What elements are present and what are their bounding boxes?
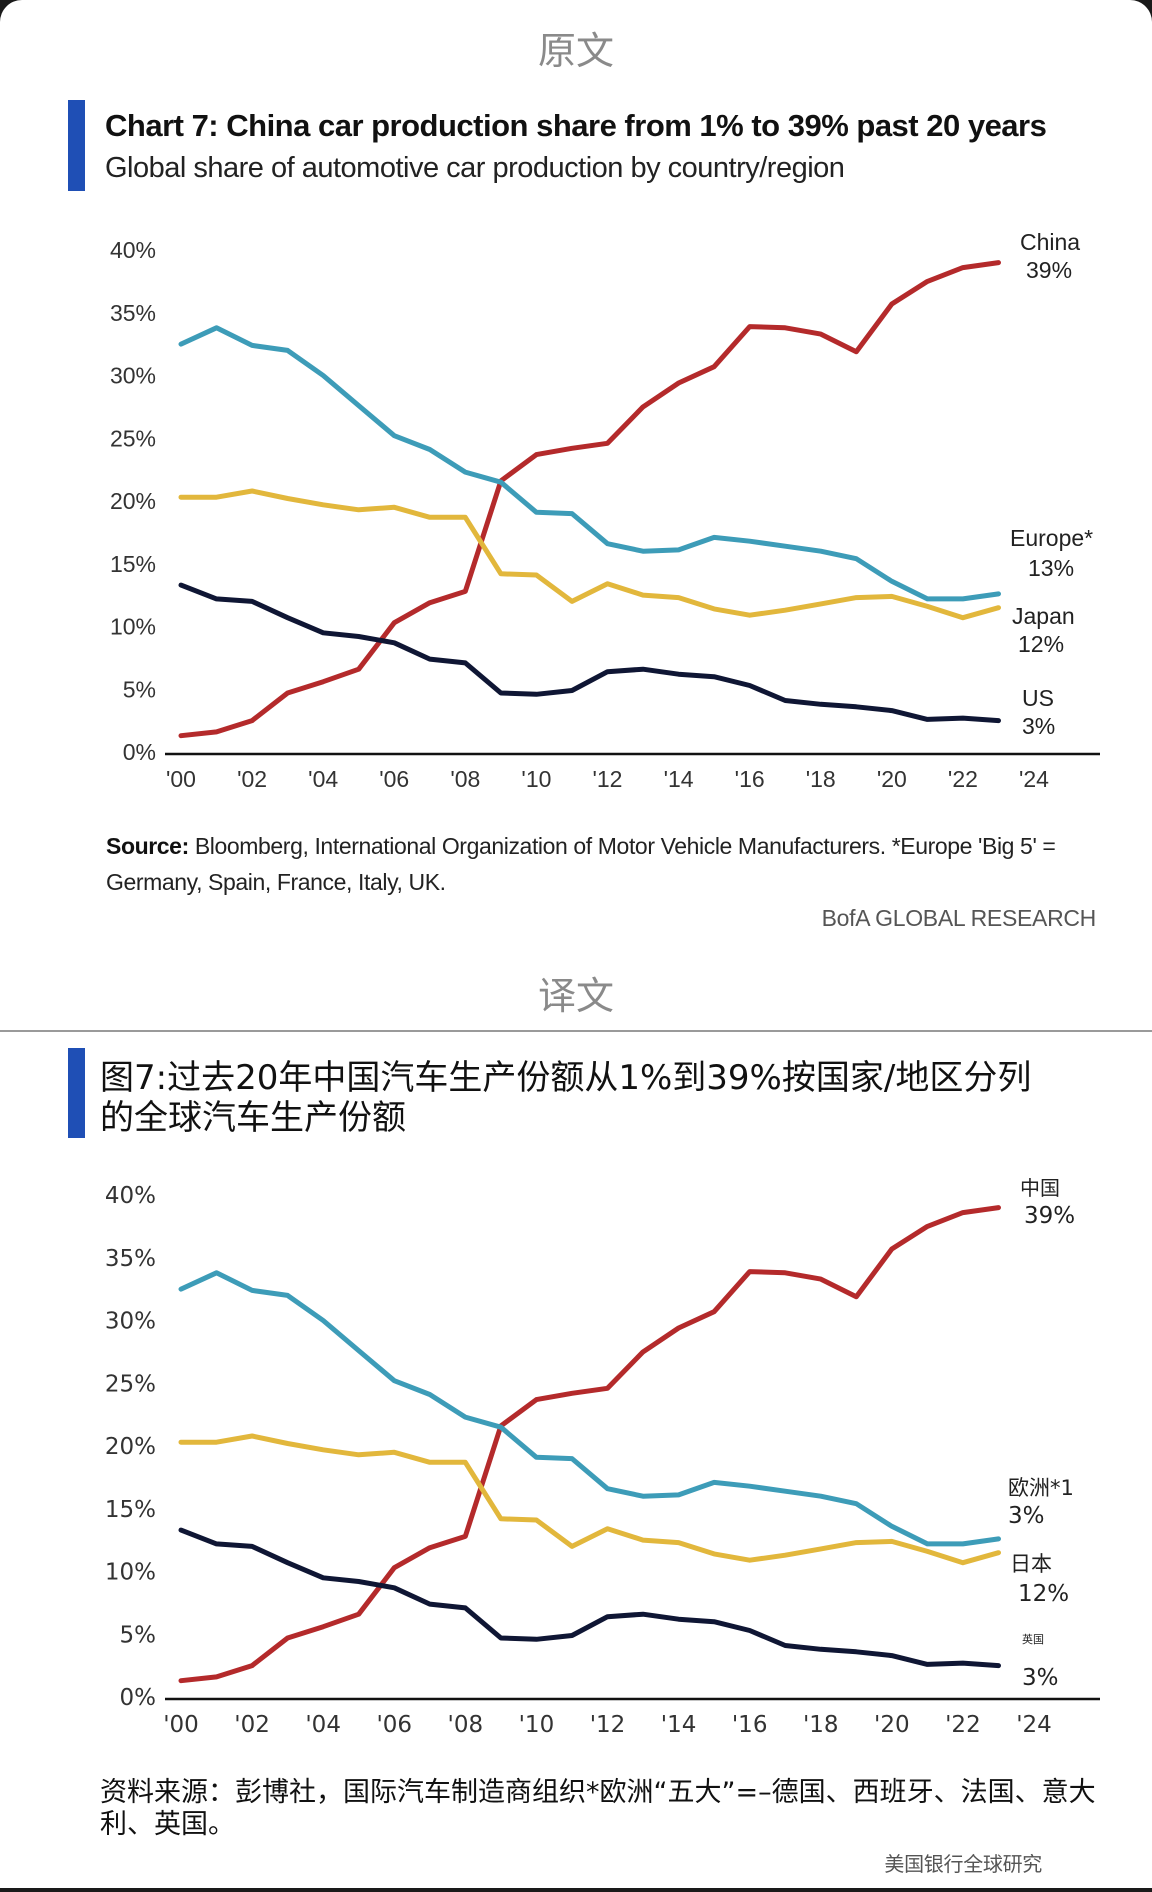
y-tick-label: 5% (123, 676, 156, 702)
series-label: Japan (1012, 603, 1075, 629)
x-tick-label: '20 (874, 1712, 910, 1738)
y-tick-label: 20% (105, 1434, 156, 1460)
x-tick-label: '08 (448, 1712, 484, 1738)
y-tick-label: 0% (123, 739, 156, 765)
x-tick-label: '18 (803, 1712, 839, 1738)
x-tick-label: '02 (234, 1712, 270, 1738)
series-end-value: 39% (1024, 1203, 1075, 1229)
x-tick-label: '00 (166, 766, 196, 792)
series-line-2 (178, 1433, 1001, 1566)
x-tick-label: '06 (376, 1712, 412, 1738)
y-tick-label: 20% (110, 488, 156, 514)
series-line-1 (178, 1270, 1001, 1547)
brand-label-translated: 美国银行全球研究 (884, 1852, 1042, 1876)
series-line-2 (178, 488, 1001, 621)
x-tick-label: '12 (593, 766, 623, 792)
series-line-0 (178, 260, 1001, 739)
y-tick-label: 25% (110, 425, 156, 451)
x-tick-label: '04 (308, 766, 338, 792)
x-tick-label: '00 (163, 1712, 199, 1738)
source-text: Bloomberg, International Organization of… (106, 833, 1056, 895)
y-tick-label: 35% (110, 300, 156, 326)
title-accent-bar-translated (68, 1048, 85, 1138)
y-tick-label: 35% (105, 1246, 156, 1272)
x-tick-label: '04 (305, 1712, 341, 1738)
x-tick-label: '22 (948, 766, 978, 792)
series-label: 中国 (1020, 1176, 1060, 1200)
y-tick-label: 30% (105, 1309, 156, 1335)
series-label: US (1022, 685, 1054, 711)
series-label: 英国 (1022, 1632, 1044, 1646)
series-label: Europe* (1010, 525, 1093, 551)
series-end-value: 3% (1008, 1503, 1045, 1529)
x-tick-label: '18 (806, 766, 836, 792)
series-end-value: 3% (1022, 1665, 1059, 1691)
chart-subtitle: Global share of automotive car productio… (105, 152, 845, 184)
y-tick-label: 40% (105, 1183, 156, 1209)
y-tick-label: 5% (120, 1622, 157, 1648)
x-tick-label: '06 (379, 766, 409, 792)
series-label: China (1020, 229, 1080, 255)
original-header: 原文 (537, 29, 614, 73)
y-tick-label: 0% (120, 1685, 157, 1711)
x-tick-label: '02 (237, 766, 267, 792)
x-tick-label: '24 (1016, 1712, 1052, 1738)
original-line-chart: 0% 5% 10% 15% 20% 25% 30% 35% 40% '00 '02 '04 '06 '08… (110, 229, 1100, 792)
y-tick-label: 15% (110, 551, 156, 577)
translated-line-chart: 0% 5% 10% 15% 20% 25% 30% 35% 40% '00 '02 '04 '06 '08… (105, 1176, 1100, 1738)
x-tick-label: '24 (1019, 766, 1049, 792)
source-label: Source: (106, 833, 189, 859)
x-tick-label: '10 (521, 766, 551, 792)
series-line-3 (178, 1527, 1001, 1669)
source-note-translated: 资料来源：彭博社，国际汽车制造商组织*欧洲“五大”=–德国、西班牙、法国、意大利… (100, 1777, 1096, 1840)
y-tick-label: 10% (105, 1560, 156, 1586)
y-tick-label: 15% (105, 1497, 156, 1523)
series-end-value: 3% (1022, 713, 1055, 739)
source-note: Source: Bloomberg, International Organiz… (106, 828, 1096, 900)
x-tick-label: '08 (450, 766, 480, 792)
x-tick-label: '14 (664, 766, 694, 792)
series-line-0 (178, 1205, 1001, 1684)
y-tick-label: 30% (110, 363, 156, 389)
x-tick-label: '12 (590, 1712, 626, 1738)
x-tick-label: '16 (735, 766, 765, 792)
series-end-value: 13% (1028, 555, 1074, 581)
chart-title: Chart 7: China car production share from… (105, 108, 1047, 143)
x-tick-label: '20 (877, 766, 907, 792)
series-label: 日本 (1010, 1552, 1052, 1576)
series-label: 欧洲*1 (1008, 1476, 1074, 1500)
x-tick-label: '16 (732, 1712, 768, 1738)
series-end-value: 12% (1018, 1581, 1069, 1607)
y-tick-label: 25% (105, 1371, 156, 1397)
x-tick-label: '22 (945, 1712, 981, 1738)
section-divider (0, 1030, 1152, 1032)
series-line-1 (178, 325, 1001, 602)
y-tick-label: 40% (110, 237, 156, 263)
series-end-value: 12% (1018, 631, 1064, 657)
series-line-3 (178, 582, 1001, 724)
x-tick-label: '10 (519, 1712, 555, 1738)
translation-header: 译文 (537, 974, 614, 1018)
series-end-value: 39% (1026, 257, 1072, 283)
chart-title-translated: 图7:过去20年中国汽车生产份额从1%到39%按国家/地区分列的全球汽车生产份额 (100, 1058, 1032, 1138)
x-tick-label: '14 (661, 1712, 697, 1738)
title-accent-bar (68, 100, 85, 191)
y-tick-label: 10% (110, 614, 156, 640)
brand-label: BofA GLOBAL RESEARCH (821, 905, 1097, 931)
